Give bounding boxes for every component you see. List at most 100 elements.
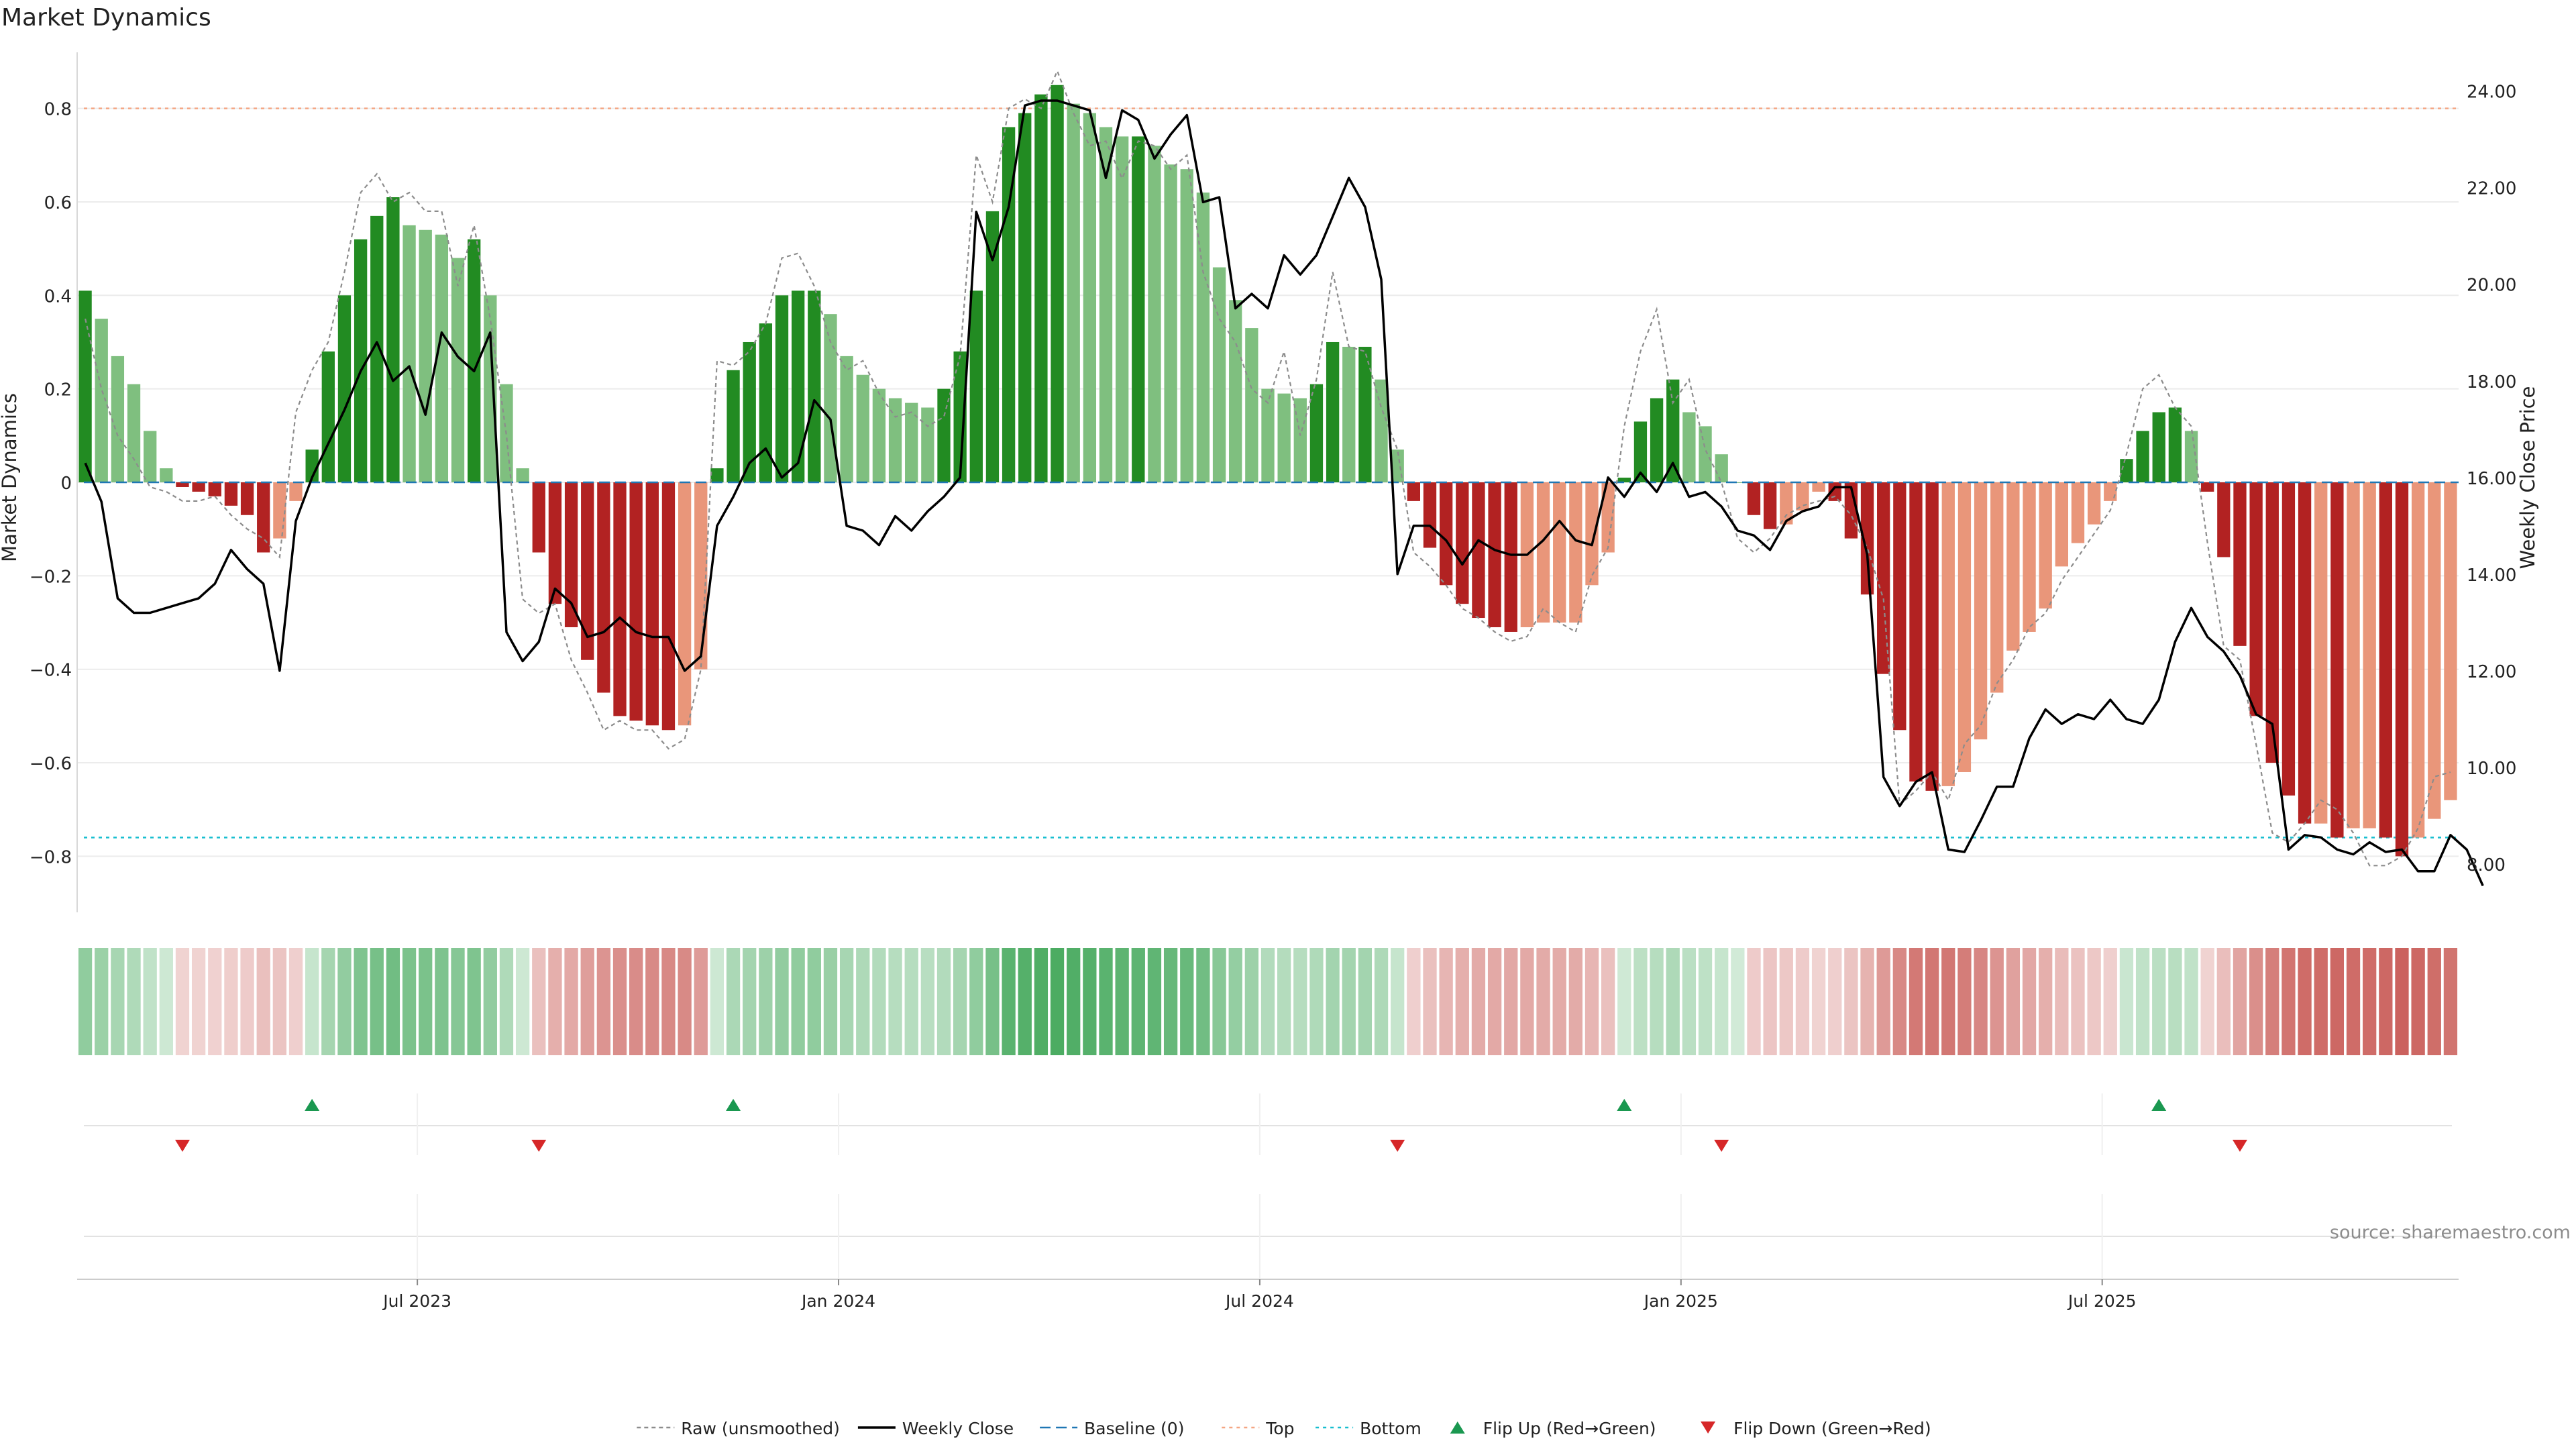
momentum-bar — [710, 468, 724, 482]
regime-strip — [78, 948, 2458, 1055]
momentum-bar — [1132, 136, 1145, 483]
momentum-bar — [1553, 482, 1566, 623]
momentum-bar — [1941, 482, 1955, 786]
strip-cell — [1163, 948, 1178, 1055]
momentum-bar — [2006, 482, 2020, 651]
strip-cell — [1002, 948, 1016, 1055]
momentum-bar — [2039, 482, 2052, 609]
weekly-close-line — [84, 99, 2484, 887]
strip-cell — [1633, 948, 1648, 1055]
momentum-bar — [1456, 482, 1469, 604]
momentum-bar — [1909, 482, 1923, 782]
strip-cell — [1423, 948, 1437, 1055]
momentum-bar — [1569, 482, 1582, 623]
momentum-bar — [921, 407, 934, 482]
momentum-bar — [1326, 341, 1340, 482]
strip-cell — [1277, 948, 1291, 1055]
strip-cell — [1407, 948, 1421, 1055]
strip-cell — [1650, 948, 1664, 1055]
momentum-bar — [808, 290, 821, 482]
strip-cell — [2298, 948, 2312, 1055]
y2-tick-label: 10.00 — [2467, 759, 2516, 779]
momentum-bar — [1601, 482, 1615, 553]
strip-cell — [1099, 948, 1113, 1055]
momentum-bar — [160, 468, 173, 482]
strip-cell — [1779, 948, 1793, 1055]
legend-label: Bottom — [1360, 1419, 1421, 1438]
momentum-bar — [743, 341, 756, 482]
strip-cell — [807, 948, 821, 1055]
strip-cell — [272, 948, 287, 1055]
momentum-bar — [985, 211, 1000, 482]
momentum-bar — [792, 290, 805, 482]
legend-swatch — [1450, 1421, 1465, 1434]
strip-cell — [2427, 948, 2441, 1055]
momentum-bar — [419, 229, 432, 482]
momentum-bar — [1974, 482, 1988, 740]
momentum-bar — [1682, 412, 1696, 482]
strip-cell — [1536, 948, 1550, 1055]
strip-cell — [548, 948, 562, 1055]
momentum-bar — [2168, 407, 2182, 482]
flip-down-marker — [1390, 1140, 1405, 1152]
legend-item-flip-up: Flip Up (Red→Green) — [1450, 1419, 1656, 1438]
strip-cell — [1990, 948, 2004, 1055]
strip-cell — [1552, 948, 1566, 1055]
momentum-bar — [888, 398, 902, 482]
momentum-bar — [953, 351, 967, 482]
strip-cell — [1293, 948, 1307, 1055]
momentum-bar — [2265, 482, 2279, 763]
momentum-bar — [78, 290, 92, 482]
momentum-bar — [1051, 85, 1064, 483]
strip-cell — [2363, 948, 2377, 1055]
strip-cell — [224, 948, 238, 1055]
momentum-bar — [1877, 482, 1890, 674]
flip-down-marker — [174, 1140, 190, 1152]
strip-cell — [726, 948, 741, 1055]
strip-cell — [694, 948, 708, 1055]
y-tick-label: 0.6 — [44, 193, 72, 213]
legend-label: Raw (unsmoothed) — [681, 1419, 840, 1438]
momentum-bar — [257, 482, 270, 553]
y-tick-label: 0.8 — [44, 100, 72, 120]
momentum-bar — [856, 374, 869, 482]
strip-cell — [321, 948, 335, 1055]
momentum-bar — [1342, 346, 1356, 482]
strip-cell — [1731, 948, 1745, 1055]
momentum-bar — [1536, 482, 1550, 623]
momentum-bar — [1860, 482, 1874, 595]
momentum-bar — [1585, 482, 1599, 586]
momentum-bar — [1472, 482, 1485, 619]
momentum-bar — [969, 290, 983, 482]
strip-cell — [2184, 948, 2198, 1055]
strip-cell — [1925, 948, 1939, 1055]
strip-cell — [240, 948, 254, 1055]
strip-cell — [1520, 948, 1534, 1055]
strip-cell — [1763, 948, 1777, 1055]
momentum-bar — [937, 388, 951, 482]
strip-cell — [1715, 948, 1729, 1055]
strip-cell — [1244, 948, 1258, 1055]
legend-label: Top — [1265, 1419, 1294, 1438]
strip-cell — [1617, 948, 1631, 1055]
strip-cell — [78, 948, 93, 1055]
strip-cell — [1326, 948, 1340, 1055]
momentum-bar — [581, 482, 594, 660]
strip-cell — [1876, 948, 1890, 1055]
momentum-bar — [224, 482, 238, 506]
momentum-bar — [435, 234, 449, 482]
momentum-bar — [468, 239, 481, 482]
flip-up-marker — [305, 1099, 320, 1111]
momentum-bar — [1731, 482, 1744, 483]
momentum-bar — [2282, 482, 2296, 796]
strip-cell — [1309, 948, 1324, 1055]
momentum-bar — [824, 314, 837, 482]
momentum-bar — [402, 225, 416, 482]
strip-cell — [451, 948, 465, 1055]
momentum-bar — [727, 370, 740, 482]
strip-cell — [936, 948, 951, 1055]
x-tick-label: Jul 2023 — [382, 1291, 451, 1311]
momentum-bar — [1699, 426, 1712, 482]
momentum-bar — [451, 258, 465, 482]
y2-tick-label: 12.00 — [2467, 662, 2516, 682]
